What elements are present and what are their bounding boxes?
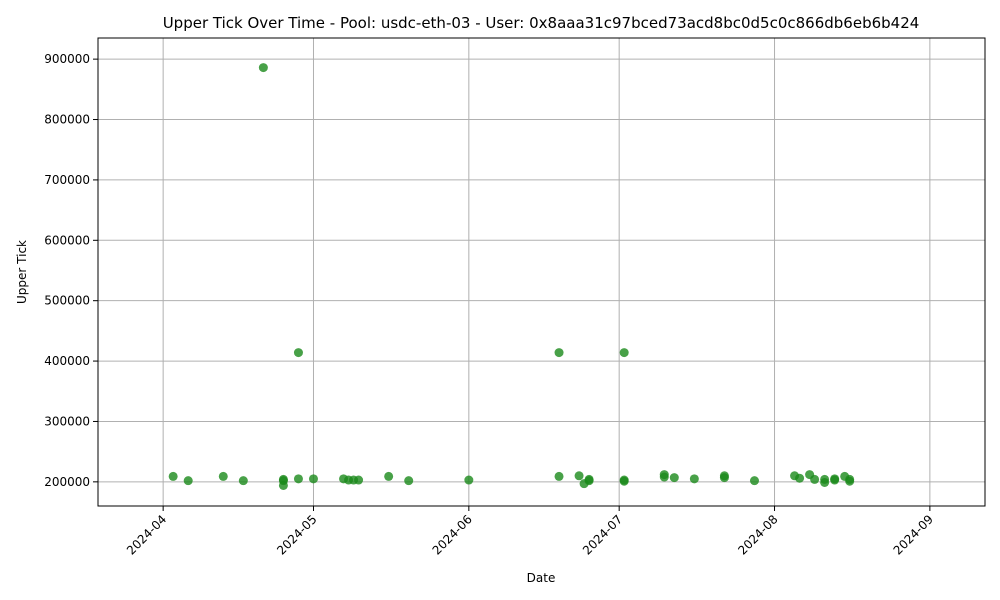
y-tick-label: 500000 <box>44 294 90 308</box>
data-point <box>574 471 584 481</box>
data-point <box>719 473 729 483</box>
data-point <box>659 472 669 482</box>
data-point <box>183 476 193 486</box>
data-point <box>293 348 303 358</box>
data-point <box>384 471 394 481</box>
data-point <box>830 475 840 485</box>
data-point <box>218 471 228 481</box>
data-point <box>795 473 805 483</box>
data-point <box>669 473 679 483</box>
plot-area-frame <box>97 37 986 507</box>
data-point <box>584 476 594 486</box>
data-point <box>308 474 318 484</box>
y-tick-label: 200000 <box>44 475 90 489</box>
y-axis-ticks: 200000 300000 400000 500000 600000 700000 8000… <box>44 52 98 489</box>
data-point <box>278 480 288 490</box>
data-point <box>238 476 248 486</box>
data-point <box>749 476 759 486</box>
data-point <box>554 348 564 358</box>
grid-lines <box>98 38 985 506</box>
data-points <box>168 63 855 490</box>
data-point <box>354 475 364 485</box>
y-tick-label: 700000 <box>44 173 90 187</box>
data-point <box>619 348 629 358</box>
data-point <box>810 474 820 484</box>
data-point <box>404 476 414 486</box>
y-tick-label: 900000 <box>44 52 90 66</box>
y-axis-label: Upper Tick <box>15 240 29 304</box>
data-point <box>845 476 855 486</box>
data-point <box>554 471 564 481</box>
data-point <box>619 476 629 486</box>
data-point <box>293 474 303 484</box>
y-tick-label: 300000 <box>44 414 90 428</box>
x-axis-label: Date <box>527 571 556 585</box>
data-point <box>689 474 699 484</box>
data-point <box>820 477 830 487</box>
y-tick-label: 600000 <box>44 233 90 247</box>
y-tick-label: 400000 <box>44 354 90 368</box>
chart-title: Upper Tick Over Time - Pool: usdc-eth-03… <box>163 14 920 32</box>
data-point <box>168 471 178 481</box>
data-point <box>464 475 474 485</box>
y-tick-label: 800000 <box>44 113 90 127</box>
data-point <box>258 63 268 73</box>
